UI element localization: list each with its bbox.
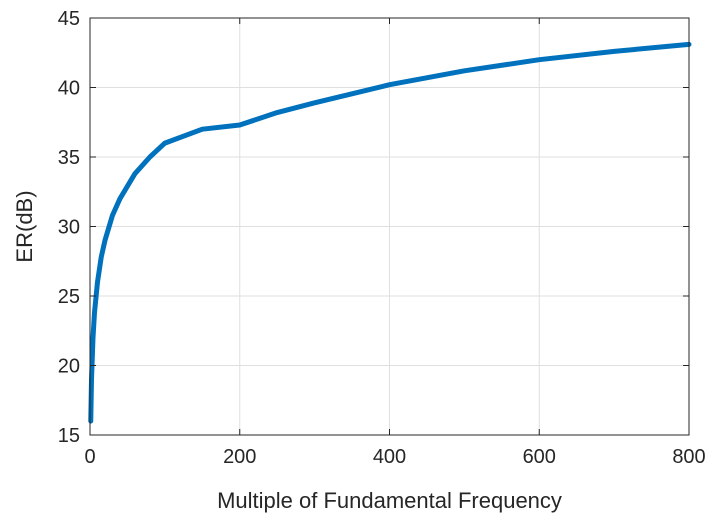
ticks (89, 17, 690, 436)
y-tick-label: 45 (58, 8, 80, 30)
x-tick-label: 400 (373, 446, 406, 468)
series-line-0 (88, 41, 692, 424)
x-tick-labels: 0 200 400 600 800 (84, 446, 705, 468)
y-tick-label: 30 (58, 217, 80, 239)
y-tick-label: 35 (58, 147, 80, 169)
x-tick-label: 200 (223, 446, 256, 468)
x-tick-label: 800 (672, 446, 705, 468)
x-tick-label: 0 (84, 446, 95, 468)
x-tick-label: 600 (523, 446, 556, 468)
series-layer (88, 41, 692, 424)
x-axis-label: Multiple of Fundamental Frequency (217, 488, 562, 513)
y-axis-label: ER(dB) (12, 190, 37, 262)
y-tick-label: 15 (58, 425, 80, 447)
grid (89, 17, 690, 436)
y-tick-label: 25 (58, 286, 80, 308)
y-tick-labels: 15 20 25 30 35 40 45 (58, 8, 80, 447)
y-tick-label: 40 (58, 78, 80, 100)
y-tick-label: 20 (58, 356, 80, 378)
